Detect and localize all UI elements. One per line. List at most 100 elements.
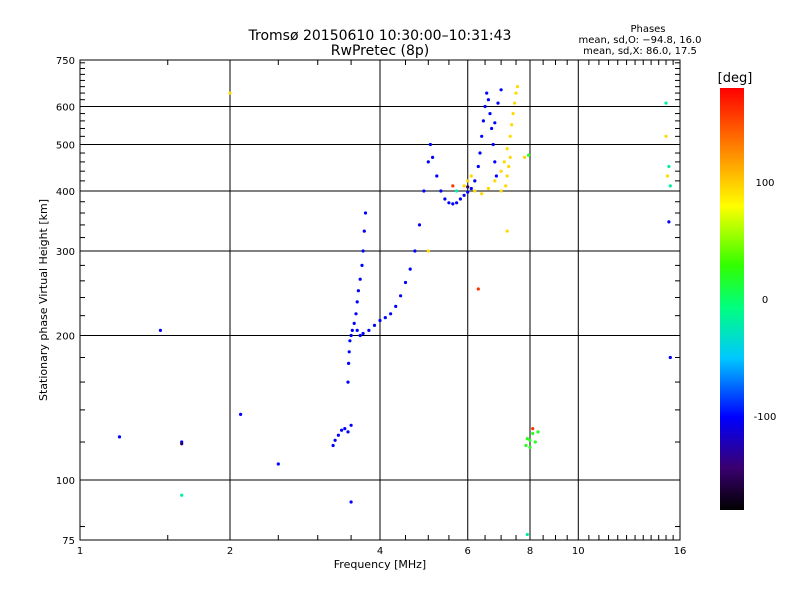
colorbar-tick-label: 0 [762, 295, 768, 306]
o-mode-point [486, 98, 490, 102]
x-mode-point [462, 184, 466, 188]
echo-point [668, 184, 672, 188]
o-mode-point [413, 249, 417, 253]
echo-point [667, 164, 671, 169]
o-mode-point [493, 121, 497, 125]
x-mode-point [508, 155, 512, 159]
o-mode-point [349, 500, 353, 504]
o-mode-point [276, 462, 280, 466]
colorbar-tick-label: 100 [755, 178, 774, 189]
o-mode-point [473, 179, 477, 183]
o-mode-point [476, 164, 480, 169]
o-mode-point [431, 155, 435, 159]
o-mode-point [469, 186, 473, 191]
o-mode-point [362, 229, 366, 233]
o-mode-point [355, 300, 359, 304]
x-tick-label: 1 [77, 546, 83, 557]
o-mode-point [347, 361, 351, 365]
echo-point [476, 287, 480, 291]
o-mode-point [494, 174, 498, 178]
o-mode-point [399, 294, 403, 298]
x-mode-point [504, 184, 508, 188]
o-mode-point [354, 312, 358, 316]
data-points [117, 85, 672, 537]
o-mode-point [443, 197, 447, 201]
colorbar [720, 88, 744, 510]
o-mode-point [347, 350, 351, 354]
echo-point [664, 101, 668, 105]
y-tick-label: 100 [56, 476, 75, 487]
o-mode-point [340, 428, 344, 432]
o-mode-point [435, 174, 439, 178]
o-mode-point [378, 318, 382, 323]
y-tick-label: 75 [62, 536, 75, 547]
x-tick-label: 10 [572, 546, 585, 557]
x-mode-point [499, 169, 503, 173]
o-mode-point [447, 201, 451, 205]
o-mode-point [466, 190, 470, 194]
o-mode-point [481, 119, 485, 123]
x-mode-point [505, 229, 509, 233]
colorbar-label: [deg] [718, 71, 753, 86]
x-tick-label: 4 [377, 546, 383, 557]
x-mode-point [486, 186, 490, 191]
o-mode-point [483, 104, 487, 109]
x-mode-point [511, 112, 515, 116]
o-mode-point [360, 263, 364, 267]
o-mode-point [355, 328, 359, 332]
echo-point [180, 442, 184, 446]
grid-lines [80, 60, 680, 540]
o-mode-point [361, 249, 365, 253]
o-mode-point [451, 202, 455, 206]
echo-point [531, 427, 535, 431]
o-mode-point [439, 189, 443, 193]
o-mode-point [158, 328, 162, 332]
phases-line-o: mean, sd,O: −94.8, 16.0 [579, 35, 702, 46]
o-mode-point [383, 316, 387, 320]
x-mode-point [473, 189, 477, 193]
o-mode-point [361, 331, 365, 336]
echo-point [180, 493, 184, 497]
o-mode-point [455, 201, 459, 205]
o-mode-point [343, 427, 347, 431]
echo-point [525, 532, 529, 537]
o-mode-point [667, 220, 671, 224]
o-mode-point [403, 280, 408, 285]
x-mode-point [513, 101, 517, 105]
o-mode-point [426, 160, 430, 164]
o-mode-point [333, 438, 337, 442]
chart-title: Tromsø 20150610 10:30:00–10:31:43 [248, 28, 512, 44]
echo-point [455, 189, 459, 193]
x-mode-point [499, 189, 503, 193]
x-mode-point [480, 192, 484, 196]
o-mode-point [668, 355, 672, 360]
echo-point [531, 431, 535, 436]
echo-point [528, 445, 532, 449]
x-axis-tick-labels: 1 2 4 6 8 10 16 [77, 546, 687, 557]
x-tick-label: 2 [227, 546, 233, 557]
y-tick-label: 600 [56, 103, 75, 114]
o-mode-point [394, 304, 398, 308]
o-mode-point [367, 328, 371, 332]
o-mode-point [428, 142, 432, 147]
echo-point [451, 184, 455, 188]
y-tick-label: 500 [56, 141, 75, 152]
x-axis-label: Frequency [MHz] [334, 558, 426, 571]
echo-point [533, 440, 537, 444]
o-mode-point [331, 443, 335, 448]
o-mode-point [350, 328, 354, 332]
colorbar-tick-labels: 100 0 -100 [754, 178, 777, 423]
echo-point [524, 443, 528, 448]
o-mode-point [389, 312, 393, 316]
x-mode-point [466, 179, 470, 183]
o-mode-point [478, 151, 482, 155]
o-mode-point [496, 101, 500, 105]
o-mode-point [358, 333, 362, 338]
x-mode-point [508, 134, 512, 138]
echo-point [536, 430, 540, 434]
x-mode-point [664, 134, 668, 138]
x-mode-point [228, 91, 232, 95]
o-mode-point [499, 88, 503, 92]
phases-line-x: mean, sd,X: 86.0, 17.5 [583, 46, 697, 57]
x-mode-point [665, 174, 670, 178]
